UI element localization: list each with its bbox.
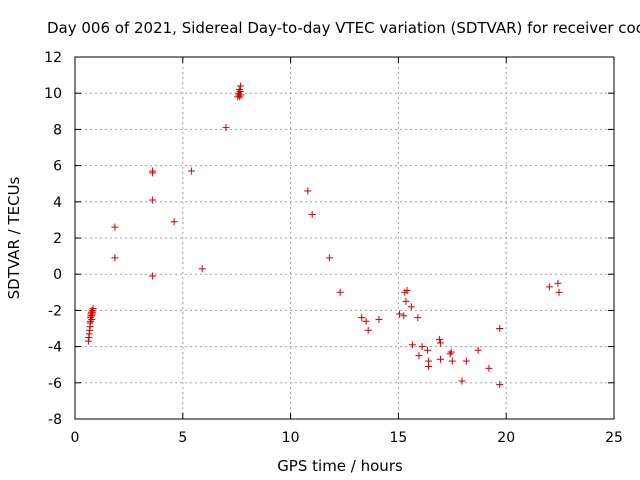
data-point bbox=[170, 218, 178, 226]
y-tick-label: -2 bbox=[48, 303, 62, 319]
data-point bbox=[415, 352, 423, 360]
data-points bbox=[84, 82, 563, 389]
y-tick-label: 4 bbox=[53, 195, 62, 211]
data-point bbox=[436, 355, 444, 363]
data-point bbox=[111, 223, 119, 231]
data-point bbox=[407, 303, 415, 311]
x-tick-label: 5 bbox=[178, 430, 187, 446]
data-point bbox=[425, 363, 433, 371]
data-point bbox=[458, 377, 466, 385]
data-point bbox=[358, 314, 366, 322]
data-point bbox=[474, 346, 482, 354]
y-tick-label: -6 bbox=[48, 376, 62, 392]
data-point bbox=[496, 381, 504, 389]
data-point bbox=[485, 364, 493, 372]
data-point bbox=[418, 343, 426, 351]
data-point bbox=[395, 310, 403, 318]
tick-layer: 0 5 10 15 20 25 -8 -6 -4 -2 0 2 4 6 8 10 12 bbox=[44, 50, 623, 446]
x-tick-label: 0 bbox=[71, 430, 80, 446]
y-tick-label: 6 bbox=[53, 159, 62, 175]
data-point bbox=[187, 167, 195, 175]
data-point bbox=[198, 265, 206, 273]
data-point bbox=[545, 283, 553, 291]
data-point bbox=[403, 286, 411, 294]
data-point bbox=[448, 357, 456, 365]
y-tick-label: 2 bbox=[53, 231, 62, 247]
data-point bbox=[447, 348, 455, 356]
data-point bbox=[435, 335, 443, 343]
x-tick-label: 20 bbox=[497, 430, 515, 446]
x-tick-label: 25 bbox=[605, 430, 623, 446]
data-point bbox=[325, 254, 333, 262]
data-point bbox=[446, 350, 454, 358]
data-point bbox=[235, 86, 243, 94]
x-tick-label: 10 bbox=[282, 430, 300, 446]
data-point bbox=[336, 288, 344, 296]
data-point bbox=[89, 305, 97, 313]
y-tick-label: 10 bbox=[44, 86, 62, 102]
data-point bbox=[554, 279, 562, 287]
data-point bbox=[496, 325, 504, 332]
data-point bbox=[237, 82, 245, 90]
data-point bbox=[402, 297, 410, 305]
data-point bbox=[400, 312, 408, 320]
y-tick-label: 12 bbox=[44, 50, 62, 66]
data-point bbox=[304, 187, 312, 195]
data-point bbox=[424, 346, 432, 354]
data-point bbox=[222, 124, 230, 132]
data-point bbox=[555, 288, 563, 296]
data-point bbox=[436, 339, 444, 347]
chart-title: Day 006 of 2021, Sidereal Day-to-day VTE… bbox=[47, 19, 640, 37]
data-point bbox=[237, 91, 245, 99]
grid-layer bbox=[75, 57, 614, 419]
data-point bbox=[149, 272, 157, 280]
y-tick-label: 8 bbox=[53, 122, 62, 138]
data-point bbox=[149, 169, 157, 177]
x-tick-label: 15 bbox=[389, 430, 407, 446]
data-point bbox=[375, 315, 383, 323]
data-point bbox=[364, 326, 372, 334]
y-tick-label: -4 bbox=[48, 340, 62, 356]
data-point bbox=[408, 341, 416, 349]
data-point bbox=[308, 210, 316, 218]
y-axis-label: SDTVAR / TECUs bbox=[5, 176, 23, 299]
x-axis-label: GPS time / hours bbox=[277, 457, 403, 475]
data-point bbox=[149, 196, 157, 204]
data-point bbox=[414, 314, 422, 322]
data-point bbox=[462, 357, 470, 365]
data-point bbox=[362, 317, 370, 325]
y-tick-label: -8 bbox=[48, 412, 62, 428]
data-point bbox=[111, 254, 119, 262]
y-tick-label: 0 bbox=[53, 267, 62, 283]
